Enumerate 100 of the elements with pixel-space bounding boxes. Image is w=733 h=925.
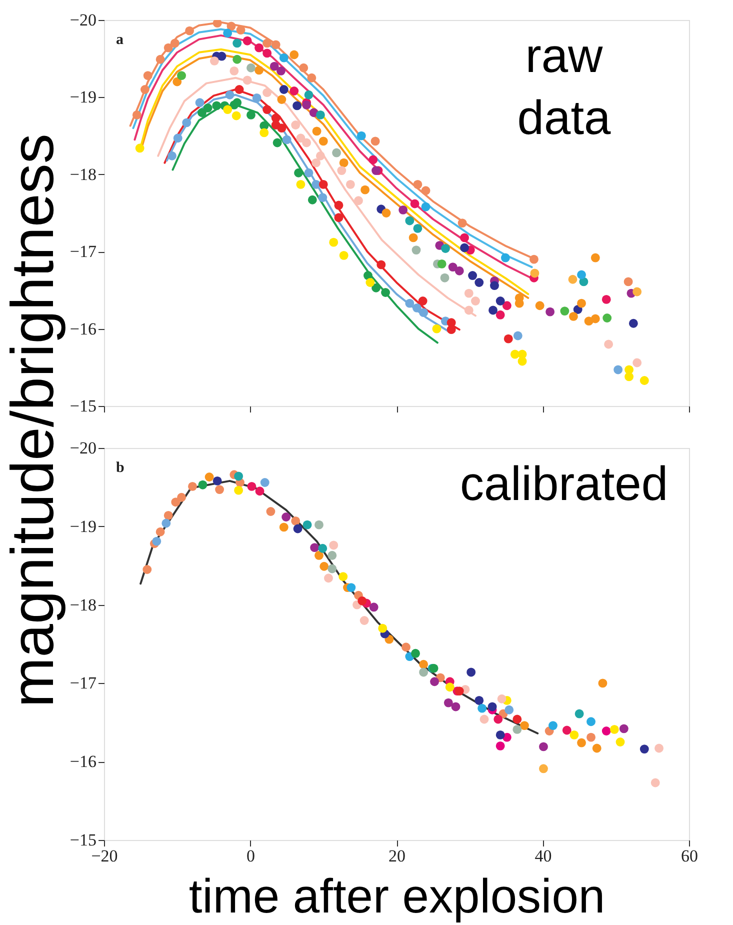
point — [632, 287, 642, 296]
point — [346, 180, 355, 189]
point — [378, 624, 388, 633]
point — [382, 208, 391, 218]
point — [290, 86, 299, 96]
point — [381, 288, 390, 297]
point — [478, 704, 487, 713]
point — [444, 698, 453, 708]
point — [312, 126, 322, 136]
point — [314, 550, 324, 560]
point — [421, 202, 430, 212]
point — [640, 376, 649, 385]
y-tick-label: −17 — [70, 242, 97, 262]
point — [570, 730, 579, 740]
point — [223, 28, 232, 38]
point — [530, 268, 540, 278]
point — [602, 314, 612, 322]
point — [255, 486, 264, 496]
point — [539, 742, 548, 752]
point — [364, 271, 372, 280]
point — [188, 482, 197, 491]
point — [464, 306, 474, 315]
y-tick-label: −16 — [70, 752, 96, 772]
point — [304, 168, 314, 178]
point — [628, 318, 638, 328]
point — [539, 764, 548, 774]
point — [590, 253, 600, 262]
point — [448, 262, 458, 272]
point — [619, 724, 628, 734]
point — [168, 151, 176, 160]
point — [410, 199, 420, 208]
y-tick-label: −15 — [70, 396, 96, 416]
y-tick-label: −17 — [70, 674, 97, 693]
point — [236, 26, 246, 34]
point — [172, 77, 182, 86]
point — [276, 66, 286, 76]
point — [282, 512, 291, 522]
y-tick-label: −19 — [70, 88, 96, 107]
point — [203, 104, 212, 112]
point — [496, 310, 505, 320]
point — [246, 63, 256, 72]
point — [604, 340, 614, 349]
y-axis-title: magnitude/brightness — [0, 134, 66, 708]
point — [156, 527, 165, 536]
point — [418, 296, 428, 306]
point — [421, 186, 430, 196]
point — [610, 724, 619, 734]
point — [254, 43, 264, 52]
point — [338, 572, 348, 582]
point — [246, 110, 256, 120]
point — [312, 180, 321, 189]
point — [405, 298, 414, 308]
point — [535, 301, 544, 310]
point — [598, 678, 608, 688]
point — [574, 709, 584, 718]
point — [182, 118, 192, 128]
point — [346, 583, 356, 592]
point — [480, 714, 489, 724]
point — [368, 155, 378, 164]
point — [277, 124, 286, 133]
point — [512, 714, 522, 724]
point — [262, 105, 272, 114]
point — [360, 616, 369, 625]
point — [370, 136, 380, 146]
point — [195, 98, 204, 108]
point — [185, 26, 194, 36]
point — [173, 134, 182, 143]
y-tick-label: −18 — [70, 164, 96, 184]
point — [419, 668, 428, 677]
x-tick-label: 0 — [246, 846, 255, 866]
point — [296, 134, 306, 143]
point — [204, 472, 214, 482]
point — [242, 76, 252, 85]
point — [162, 518, 171, 528]
point — [310, 543, 320, 552]
point — [372, 166, 380, 176]
point — [292, 101, 302, 110]
point — [171, 498, 180, 507]
point — [318, 544, 328, 553]
point — [140, 85, 150, 94]
point — [412, 246, 421, 255]
point — [546, 307, 555, 316]
point — [419, 308, 428, 318]
point — [520, 721, 529, 730]
point — [614, 365, 623, 374]
point — [460, 233, 469, 242]
point — [324, 574, 333, 583]
point — [262, 88, 272, 98]
point — [624, 372, 634, 382]
point — [252, 94, 262, 102]
point — [577, 738, 586, 748]
y-tick-label: −15 — [70, 830, 96, 850]
point — [464, 288, 474, 298]
point — [490, 281, 499, 290]
point — [413, 180, 422, 189]
point — [332, 148, 342, 158]
point — [640, 744, 649, 754]
point — [135, 144, 144, 153]
point — [471, 296, 480, 306]
point — [454, 266, 464, 276]
